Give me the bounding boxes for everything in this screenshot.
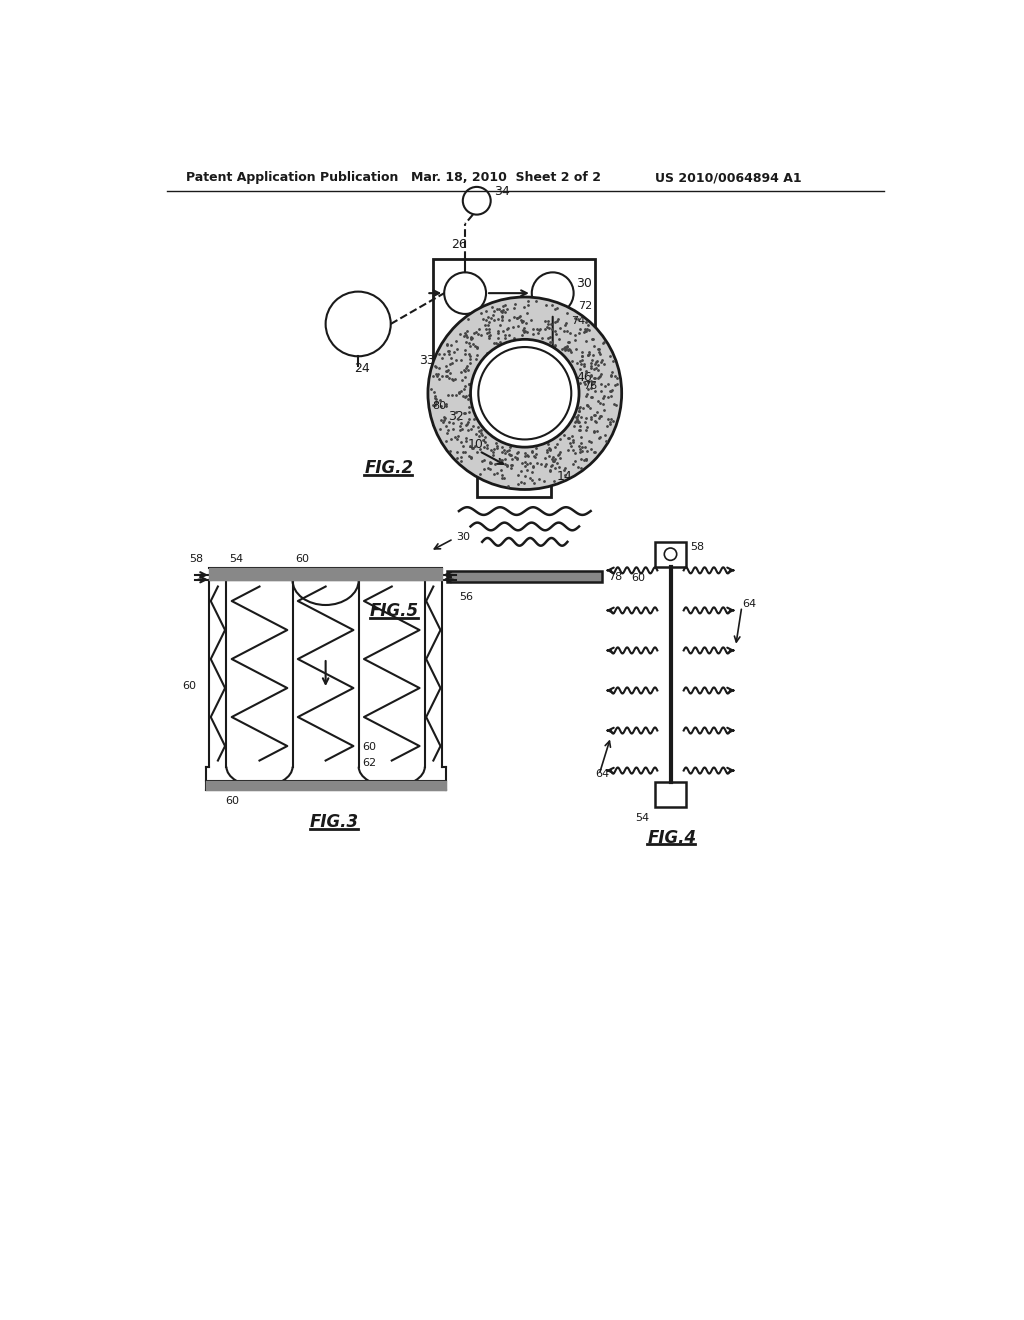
- Text: 72: 72: [579, 301, 592, 310]
- Text: 54: 54: [228, 554, 243, 564]
- Text: 32: 32: [449, 409, 464, 422]
- Text: 64: 64: [741, 599, 756, 610]
- Text: US 2010/0064894 A1: US 2010/0064894 A1: [655, 172, 802, 185]
- Text: 60: 60: [295, 554, 309, 564]
- Text: 58: 58: [189, 554, 203, 564]
- Text: 58: 58: [690, 543, 705, 552]
- Text: 60: 60: [632, 573, 646, 583]
- Text: 62: 62: [362, 758, 377, 768]
- Text: 64: 64: [595, 770, 609, 779]
- Text: FIG.4: FIG.4: [647, 829, 696, 846]
- Text: 33: 33: [419, 354, 434, 367]
- Text: 74: 74: [571, 315, 586, 326]
- Text: 46: 46: [575, 371, 592, 384]
- Text: FIG.2: FIG.2: [365, 459, 414, 477]
- Bar: [432, 259, 595, 424]
- Circle shape: [428, 297, 622, 490]
- Text: FIG.3: FIG.3: [310, 813, 359, 832]
- Text: 14: 14: [557, 470, 572, 483]
- Text: 56: 56: [459, 593, 473, 602]
- Text: FIG.5: FIG.5: [370, 602, 419, 620]
- Text: 10': 10': [467, 438, 486, 451]
- Text: Mar. 18, 2010  Sheet 2 of 2: Mar. 18, 2010 Sheet 2 of 2: [411, 172, 601, 185]
- Text: 26: 26: [452, 238, 467, 251]
- Bar: [655, 781, 686, 807]
- Text: 76: 76: [583, 381, 597, 392]
- Text: Patent Application Publication: Patent Application Publication: [186, 172, 398, 185]
- Text: 60: 60: [182, 681, 197, 690]
- Text: 60: 60: [362, 742, 377, 752]
- Text: 60: 60: [225, 796, 239, 807]
- Bar: [477, 455, 551, 498]
- Text: 30: 30: [575, 277, 592, 290]
- Text: 54: 54: [636, 813, 650, 822]
- Bar: [461, 374, 470, 383]
- Text: 34: 34: [494, 185, 510, 198]
- Bar: [655, 541, 686, 566]
- Circle shape: [471, 339, 579, 447]
- Text: 24: 24: [354, 362, 370, 375]
- Bar: [447, 572, 602, 582]
- Text: 30: 30: [456, 532, 470, 543]
- Text: 78: 78: [608, 572, 623, 582]
- Text: 80: 80: [432, 401, 445, 411]
